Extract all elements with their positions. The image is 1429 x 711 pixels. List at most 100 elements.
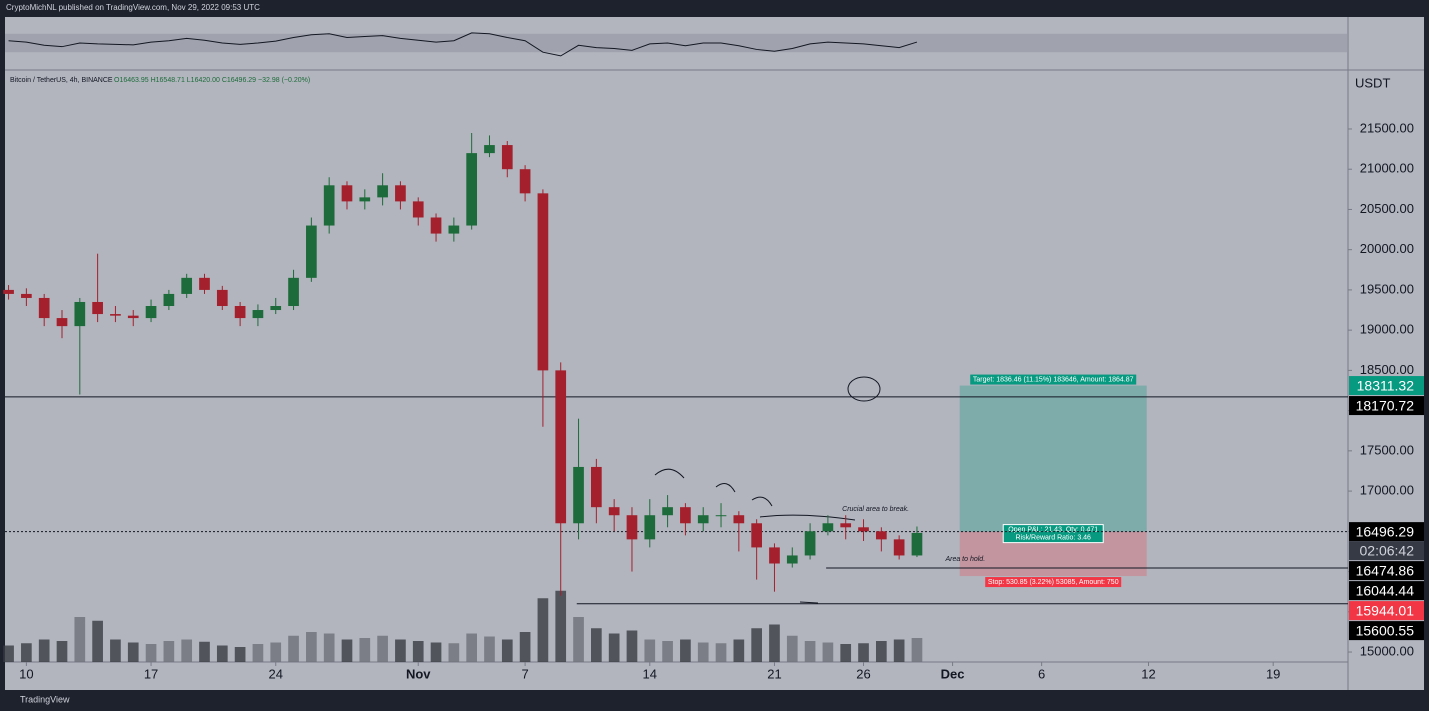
price-label-box <box>1349 601 1424 621</box>
volume-bar <box>38 639 50 662</box>
candle-body <box>21 293 32 298</box>
price-label: 15600.55 <box>1356 622 1415 638</box>
volume-bar <box>252 644 264 662</box>
target-label: Target: 1836.46 (11.15%) 183646, Amount:… <box>973 376 1134 383</box>
stop-label-box <box>985 577 1122 588</box>
y-tick-label: 15000.00 <box>1360 643 1414 658</box>
target-zone <box>959 385 1147 532</box>
volume-bar <box>74 617 86 662</box>
candle-body <box>306 225 317 278</box>
volume-bar <box>858 643 869 662</box>
volume-bar <box>822 642 834 662</box>
candle-body <box>341 185 353 202</box>
volume-bar <box>519 632 531 662</box>
x-tick-label: 24 <box>269 666 283 681</box>
volume-bar <box>3 645 14 662</box>
volume-bar <box>127 642 139 662</box>
x-tick-label: 21 <box>767 666 781 681</box>
candle-body <box>92 301 103 315</box>
volume-bar <box>341 639 353 662</box>
volume-bar <box>395 639 406 662</box>
volume-bar <box>21 643 32 662</box>
indicator-band <box>5 33 1348 53</box>
target-label-box <box>970 374 1137 385</box>
volume-bar <box>163 641 175 662</box>
volume-bar <box>199 641 210 662</box>
volume-bar <box>769 624 780 662</box>
volume-bar <box>501 639 513 662</box>
price-label: 18311.32 <box>1357 377 1415 393</box>
candle-body <box>769 547 780 564</box>
price-label-box <box>1349 396 1424 416</box>
volume-bar <box>359 638 371 662</box>
y-tick-label: 19000.00 <box>1360 322 1414 337</box>
candle-body <box>644 515 656 540</box>
candle-body <box>38 297 50 319</box>
price-label-box <box>1349 581 1424 601</box>
volume-bar <box>626 630 638 662</box>
y-tick-label: 21000.00 <box>1360 161 1414 176</box>
candle-body <box>3 289 14 294</box>
candle-body <box>875 531 887 540</box>
price-label-box <box>1349 561 1424 581</box>
candle-body <box>626 515 638 540</box>
y-tick-label: 21500.00 <box>1360 120 1414 135</box>
candle-body <box>715 515 727 517</box>
candle-body <box>323 185 335 226</box>
candle-body <box>56 318 68 327</box>
x-tick-label: 26 <box>856 666 870 681</box>
volume-bar <box>56 641 68 662</box>
volume-bar <box>466 633 478 662</box>
volume-bar <box>591 628 602 662</box>
candle-body <box>145 306 157 319</box>
candle-body <box>519 169 531 194</box>
price-label-box <box>1349 376 1424 396</box>
header-text: CryptoMichNL published on TradingView.co… <box>6 3 260 12</box>
price-label-box <box>1349 522 1424 542</box>
candle-body <box>466 153 478 226</box>
volume-bar <box>323 633 335 662</box>
volume-bar <box>644 639 656 662</box>
candle-body <box>858 527 869 532</box>
candle-body <box>412 201 424 218</box>
x-tick-label: 19 <box>1266 666 1280 681</box>
volume-bar <box>430 642 442 662</box>
volume-bar <box>537 598 549 662</box>
x-tick-label: 10 <box>19 666 33 681</box>
candle-body <box>591 466 602 508</box>
candle-body <box>680 507 691 524</box>
candle-body <box>270 306 282 311</box>
volume-bar <box>181 639 193 662</box>
volume-bar <box>306 632 317 662</box>
candle-body <box>840 523 852 528</box>
candle-body <box>555 370 567 524</box>
candle-body <box>359 197 371 202</box>
volume-bar <box>555 590 567 662</box>
candle-body <box>822 523 834 532</box>
currency: USDT <box>1355 75 1390 90</box>
volume-bar <box>697 642 709 662</box>
candle-body <box>110 314 121 316</box>
countdown: 02:06:42 <box>1360 542 1415 558</box>
candle-body <box>804 531 816 556</box>
x-tick-label: 7 <box>521 666 528 681</box>
x-tick-label: Nov <box>406 666 431 681</box>
ratio-label: Risk/Reward Ratio: 3.46 <box>1015 534 1091 541</box>
candle-body <box>430 217 442 234</box>
candle-body <box>74 301 86 327</box>
y-tick-label: 17000.00 <box>1360 483 1414 498</box>
candle-body <box>537 193 549 371</box>
y-tick-label: 19500.00 <box>1360 281 1414 296</box>
volume-bar <box>234 647 246 662</box>
volume-bar <box>804 641 816 662</box>
volume-bar <box>412 641 424 662</box>
volume-bar <box>893 639 905 662</box>
indicator-line <box>8 32 918 57</box>
candle-body <box>127 315 139 319</box>
candle-body <box>377 185 388 198</box>
y-tick-label: 20000.00 <box>1360 241 1414 256</box>
candle-body <box>234 306 246 319</box>
candle-body <box>163 293 175 307</box>
candle-body <box>911 532 923 556</box>
